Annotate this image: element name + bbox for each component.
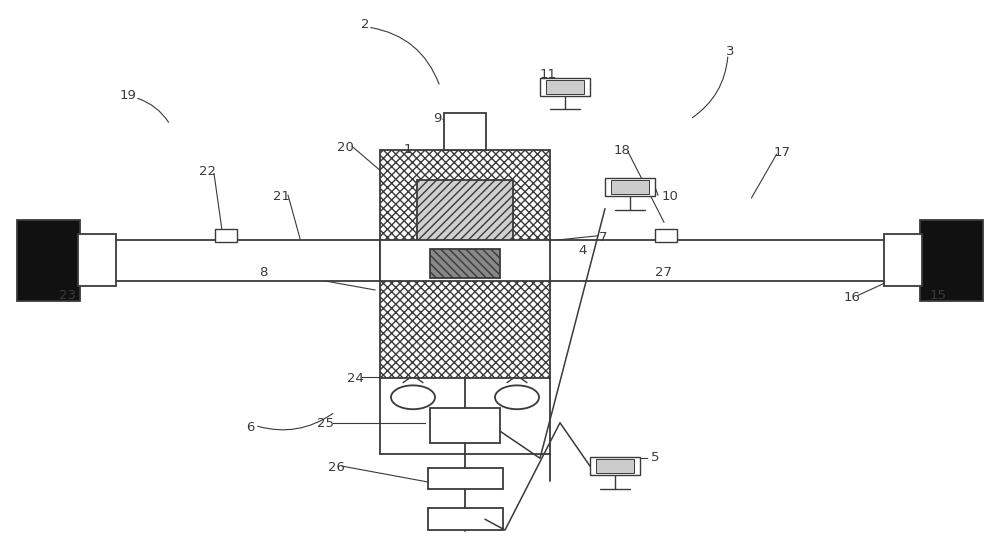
Text: 10: 10 [662,190,678,203]
Text: 9: 9 [433,112,441,125]
Text: 23: 23 [60,289,76,302]
Text: 4: 4 [579,244,587,257]
Text: 22: 22 [200,165,216,178]
Text: 3: 3 [726,45,734,58]
Bar [590,457,640,475]
Text: 5: 5 [651,451,659,464]
Text: 24: 24 [347,372,363,385]
Bar [17,220,80,301]
Bar [428,508,503,530]
Bar [596,459,634,473]
Text: 6: 6 [246,421,254,434]
Text: 20: 20 [337,141,353,154]
Bar [430,249,500,278]
Text: 27: 27 [656,266,672,279]
Bar [540,240,885,281]
Bar [80,240,380,281]
Text: 19: 19 [120,89,136,102]
Text: 21: 21 [274,190,290,203]
Circle shape [391,385,435,409]
Bar [380,150,550,242]
Text: 18: 18 [614,144,630,157]
Text: 17: 17 [774,146,790,159]
Bar [884,234,922,286]
Text: 26: 26 [328,461,344,474]
Text: 8: 8 [259,266,267,279]
Bar [605,178,655,196]
Circle shape [495,385,539,409]
Text: 16: 16 [844,291,860,304]
Text: 15: 15 [930,289,946,302]
Text: 1: 1 [404,143,412,156]
Bar [428,468,503,489]
Bar [920,220,983,301]
Bar [655,229,677,242]
Text: 25: 25 [318,417,334,430]
Bar [540,78,590,96]
Bar [546,80,584,94]
Bar [611,180,649,194]
Bar [380,278,550,378]
Text: 11: 11 [540,68,556,81]
Text: 7: 7 [599,231,607,244]
Bar [430,408,500,443]
Bar [444,113,486,150]
Bar [417,180,513,242]
Text: 2: 2 [361,18,369,31]
Bar [215,229,237,242]
Bar [380,240,550,281]
Bar [78,234,116,286]
